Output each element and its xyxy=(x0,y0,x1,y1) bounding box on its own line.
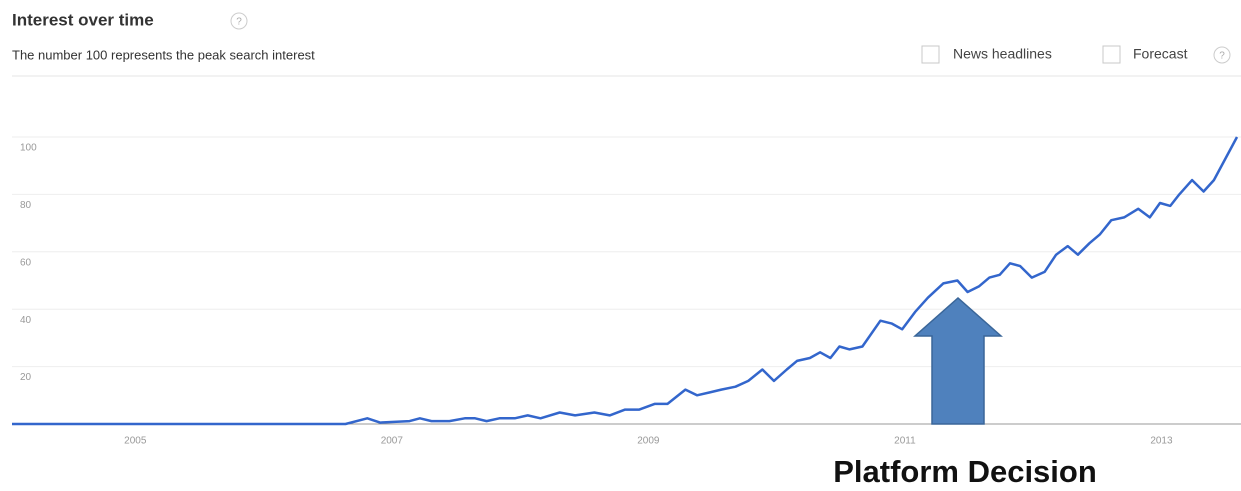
y-tick-label: 80 xyxy=(20,200,32,211)
plot: 20 40 60 80 100 2005 2007 2009 2011 2013 xyxy=(12,136,1241,447)
y-tick-label: 60 xyxy=(20,257,32,268)
annotation-arrow xyxy=(913,296,1003,425)
x-tick-label: 2009 xyxy=(637,436,660,447)
panel-title: Interest over time xyxy=(12,10,154,29)
help-icon[interactable] xyxy=(1213,46,1231,64)
x-tick-label: 2007 xyxy=(381,436,404,447)
panel-subtitle: The number 100 represents the peak searc… xyxy=(12,47,315,62)
y-tick-label: 40 xyxy=(20,315,32,326)
help-icon-text: ? xyxy=(1219,51,1225,62)
annotation-label: Platform Decision xyxy=(833,454,1097,486)
x-tick-label: 2005 xyxy=(124,436,147,447)
y-tick-label: 100 xyxy=(20,143,37,154)
x-tick-label: 2013 xyxy=(1150,436,1173,447)
help-icon-text: ? xyxy=(236,17,242,28)
x-tick-label: 2011 xyxy=(894,436,916,447)
checkbox-label: News headlines xyxy=(953,46,1052,62)
checkbox[interactable] xyxy=(921,45,940,64)
help-icon[interactable] xyxy=(230,12,248,30)
y-tick-label: 20 xyxy=(20,372,32,383)
line-series xyxy=(12,136,1239,426)
checkbox-label: Forecast xyxy=(1133,46,1188,62)
checkbox[interactable] xyxy=(1102,45,1121,64)
